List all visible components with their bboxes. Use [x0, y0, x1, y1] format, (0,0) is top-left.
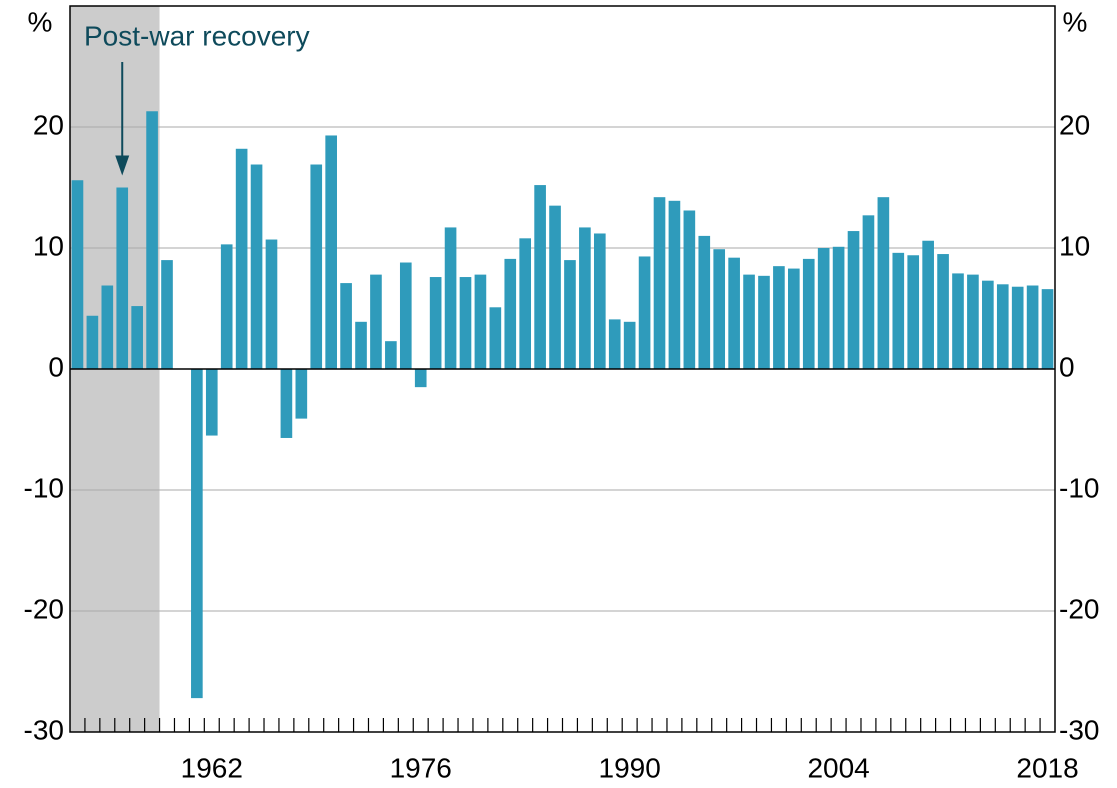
bar [922, 240, 934, 369]
bar [832, 246, 845, 369]
bar [579, 227, 591, 369]
bar [86, 315, 99, 369]
y-unit-right: % [1063, 6, 1088, 37]
plot-frame [69, 5, 1056, 733]
bar [967, 274, 979, 369]
bar [952, 273, 964, 369]
bar [817, 248, 830, 369]
bar [982, 280, 994, 369]
bar [414, 369, 427, 388]
bar [802, 258, 815, 369]
y2-tick-label: -20 [1059, 593, 1099, 624]
bar [370, 274, 382, 369]
bar [653, 197, 666, 369]
y-unit-left: % [28, 6, 53, 37]
x-tick-label: 2004 [807, 752, 869, 783]
y2-tick-label: 20 [1059, 109, 1090, 140]
y-tick-label: 20 [33, 109, 64, 140]
bar [325, 135, 337, 369]
bar [758, 275, 770, 369]
bar [549, 205, 561, 369]
bar [862, 215, 875, 369]
y-tick-label: -20 [24, 593, 64, 624]
bar [937, 254, 949, 369]
annotation-text: Post-war recovery [84, 20, 310, 51]
bar [683, 210, 696, 369]
bar [564, 260, 576, 369]
bar [220, 244, 233, 369]
bar [116, 187, 129, 369]
bar [385, 341, 397, 369]
y-tick-label: -30 [24, 714, 64, 745]
bar [399, 262, 412, 369]
y-tick-label: 10 [33, 230, 64, 261]
bar [250, 164, 263, 369]
bar [295, 369, 308, 419]
bar [698, 235, 711, 369]
bar [519, 238, 532, 369]
bar [429, 277, 442, 369]
bar [355, 321, 367, 369]
y2-tick-label: 10 [1059, 230, 1090, 261]
bar [71, 180, 84, 369]
bar [474, 274, 487, 369]
bar [310, 164, 323, 369]
bar [1011, 286, 1024, 369]
bar [534, 185, 546, 369]
y-tick-label: 0 [48, 351, 64, 382]
bar [489, 307, 502, 369]
bar [593, 233, 606, 369]
bar [907, 255, 920, 369]
bar [623, 321, 636, 369]
bar [340, 283, 352, 369]
y2-tick-label: -10 [1059, 472, 1099, 503]
x-tick-label: 1990 [599, 752, 661, 783]
bar [847, 231, 860, 369]
bar [788, 268, 800, 369]
y-tick-label: -10 [24, 472, 64, 503]
bar [459, 277, 472, 369]
bar [713, 249, 726, 369]
bar [1026, 285, 1039, 369]
bar [265, 239, 278, 369]
bar [101, 285, 114, 369]
bar [444, 227, 457, 369]
bar [892, 252, 905, 369]
bar [773, 266, 785, 369]
bar [877, 197, 890, 369]
bar [504, 258, 517, 369]
bar [743, 274, 755, 369]
bar [1041, 289, 1054, 369]
bar [996, 284, 1009, 369]
bar [728, 257, 740, 369]
annotation-arrowhead [115, 155, 130, 176]
bar [608, 319, 621, 369]
bar [638, 256, 651, 369]
bar [668, 200, 681, 369]
bar [161, 260, 173, 369]
y2-tick-label: 0 [1059, 351, 1075, 382]
y2-tick-label: -30 [1059, 714, 1099, 745]
bar [146, 111, 158, 370]
bar [191, 369, 203, 699]
x-tick-label: 2018 [1016, 752, 1078, 783]
bar [205, 369, 218, 436]
bar [280, 369, 293, 438]
bar [235, 148, 248, 369]
x-tick-label: 1976 [390, 752, 452, 783]
bar [131, 306, 143, 369]
x-tick-label: 1962 [181, 752, 243, 783]
